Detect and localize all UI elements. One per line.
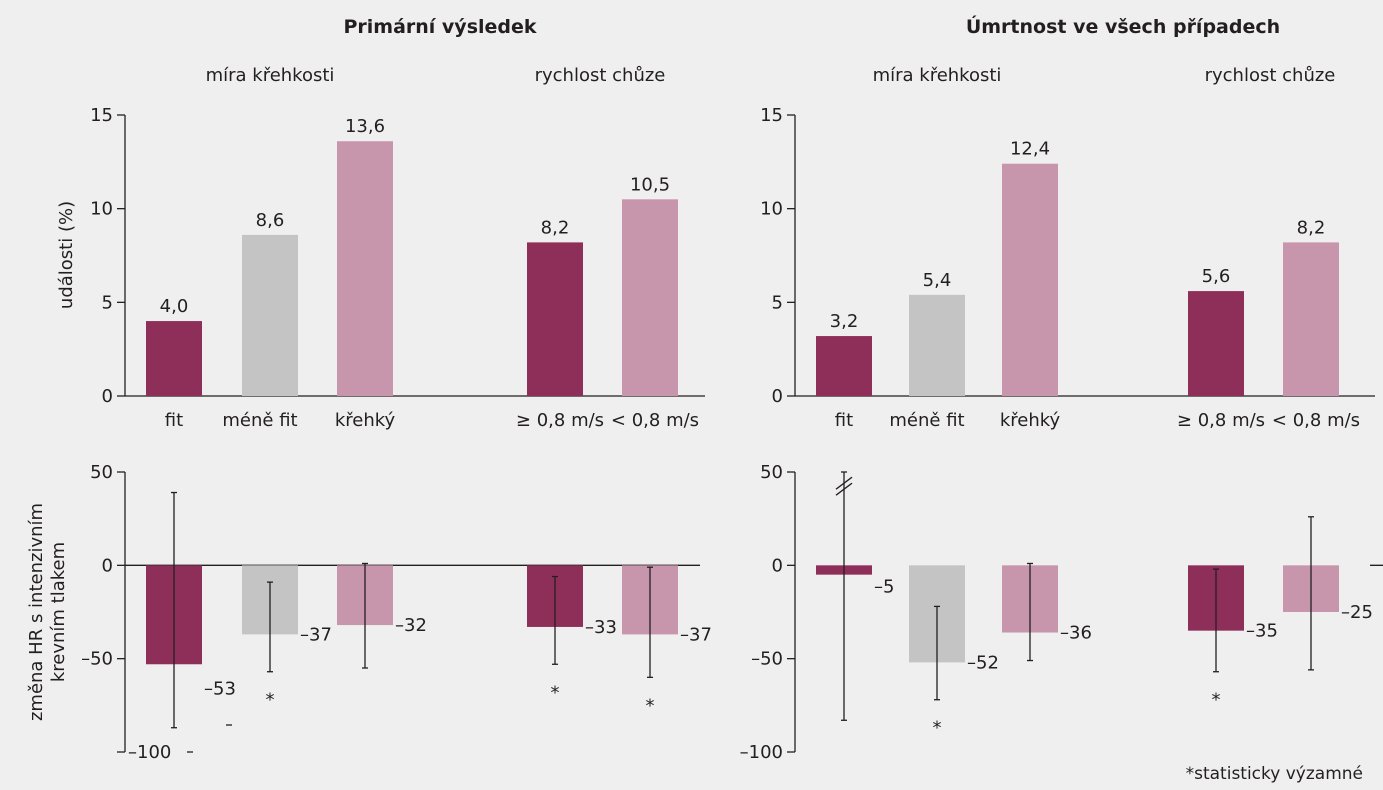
group-speed-left: rychlost chůze: [535, 65, 666, 86]
top-left-value-label: 4,0: [160, 296, 189, 317]
top-left-tick-label: 0: [102, 386, 113, 407]
top-left-tick-label: 10: [90, 199, 113, 220]
bottom-right-tick-label: –50: [751, 649, 783, 670]
top-right-category-label: < 0,8 m/s: [1272, 410, 1360, 431]
bottom-right-tick-label: 0: [772, 555, 783, 576]
top-left-category-label: méně fit: [222, 410, 297, 431]
top-right-value-label: 12,4: [1010, 139, 1050, 160]
bottom-right-value-label: –36: [1060, 623, 1092, 644]
top-right-tick-label: 5: [772, 292, 783, 313]
top-left-tick-label: 15: [90, 105, 113, 126]
bottom-right-tick-label: 50: [760, 462, 783, 483]
bottom-right-value-label: –25: [1341, 602, 1373, 623]
top-right-bar: [816, 336, 872, 396]
top-left-bar: [242, 234, 298, 396]
top-left-category-label: křehký: [335, 410, 396, 431]
top-right-bar: [1283, 242, 1339, 396]
group-speed-right: rychlost chůze: [1205, 65, 1336, 86]
top-right-category-label: křehký: [1000, 410, 1061, 431]
top-left-value-label: 10,5: [630, 174, 670, 195]
bottom-left-value-label: –33: [585, 617, 617, 638]
bottom-left-value-label: –32: [395, 615, 427, 636]
bottom-left-significance-marker: *: [266, 690, 275, 711]
bottom-right-value-label: –52: [967, 652, 999, 673]
top-right-bar: [909, 294, 965, 396]
top-left-category-label: ≥ 0,8 m/s: [516, 410, 604, 431]
group-frailty-right: míra křehkosti: [873, 65, 1002, 86]
bottom-left-tick-label: 50: [90, 462, 113, 483]
top-right-tick-label: 15: [760, 105, 783, 126]
group-frailty-left: míra křehkosti: [206, 65, 335, 86]
bottom-right-value-label: –5: [874, 577, 894, 598]
top-right-value-label: 5,6: [1202, 266, 1231, 287]
top-left-tick-label: 5: [102, 292, 113, 313]
top-right-category-label: ≥ 0,8 m/s: [1177, 410, 1265, 431]
top-right-tick-label: 10: [760, 199, 783, 220]
bottom-left-tick-label: –100: [128, 742, 171, 763]
top-left-value-label: 13,6: [345, 116, 385, 137]
bottom-right-significance-marker: *: [1212, 690, 1221, 711]
top-right-bar: [1002, 163, 1058, 396]
top-left-category-label: fit: [165, 410, 183, 431]
top-left-value-label: 8,2: [541, 217, 570, 238]
top-left-bar: [527, 242, 583, 396]
top-right-value-label: 3,2: [830, 311, 859, 332]
bottom-left-tick-label: –50: [81, 649, 113, 670]
top-left-category-label: < 0,8 m/s: [611, 410, 699, 431]
bottom-left-y-axis-label-line1: změna HR s intenzivním: [26, 503, 47, 721]
bottom-left-value-label: –37: [680, 624, 712, 645]
top-right-tick-label: 0: [772, 386, 783, 407]
title-primary-outcome: Primární výsledek: [343, 16, 536, 38]
bottom-right-significance-marker: *: [933, 718, 942, 739]
title-all-cause-mortality: Úmrtnost ve všech případech: [966, 14, 1280, 38]
bottom-left-significance-marker: *: [646, 695, 655, 716]
bottom-right-axis-break: [835, 476, 853, 490]
top-left-bar: [337, 141, 393, 396]
bottom-left-significance-marker: *: [551, 682, 560, 703]
bottom-left-value-label: –37: [300, 624, 332, 645]
top-right-bar: [1188, 291, 1244, 396]
top-right-value-label: 5,4: [923, 270, 952, 291]
top-right-category-label: méně fit: [889, 410, 964, 431]
top-right-category-label: fit: [835, 410, 853, 431]
footnote: *statisticky výzamné: [1186, 764, 1363, 784]
top-left-bar: [622, 199, 678, 396]
bottom-left-y-axis-label-line2: krevním tlakem: [48, 542, 69, 682]
bottom-left-tick-label: 0: [102, 555, 113, 576]
bottom-right-value-label: –35: [1246, 621, 1278, 642]
bottom-right-tick-label: –100: [740, 742, 783, 763]
top-right-value-label: 8,2: [1297, 217, 1326, 238]
top-left-y-axis-label: události (%): [56, 201, 77, 309]
bottom-right-axis-break: [835, 482, 853, 496]
bottom-left-value-label: –53: [204, 678, 236, 699]
top-left-value-label: 8,6: [256, 210, 285, 231]
top-left-bar: [146, 321, 202, 396]
